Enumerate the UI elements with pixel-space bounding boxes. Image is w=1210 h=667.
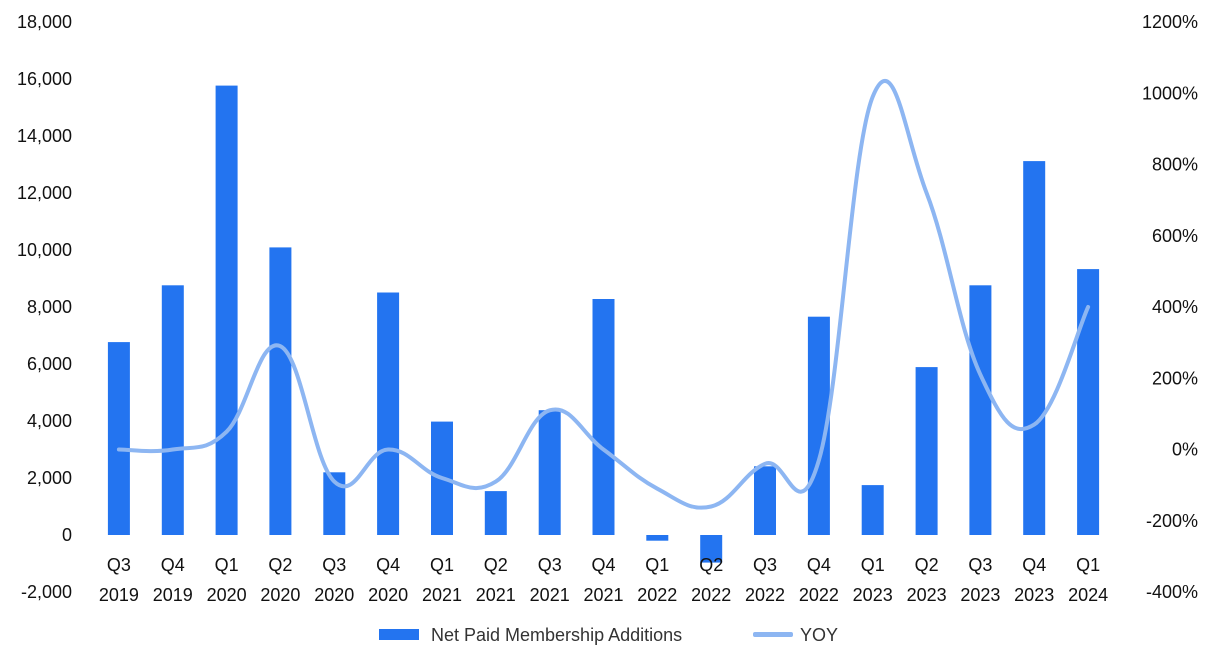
x-tick-year: 2020 <box>260 585 300 605</box>
y-tick-right: 200% <box>1152 368 1198 388</box>
bar-q1-2024 <box>1077 269 1100 535</box>
y-tick-left: 18,000 <box>17 12 72 32</box>
legend-label-bar: Net Paid Membership Additions <box>431 625 682 645</box>
x-tick-year: 2024 <box>1068 585 1108 605</box>
x-tick-quarter: Q3 <box>968 555 992 575</box>
x-tick-year: 2023 <box>853 585 893 605</box>
x-tick-year: 2023 <box>960 585 1000 605</box>
x-tick-quarter: Q2 <box>699 555 723 575</box>
y-tick-left: 6,000 <box>27 354 72 374</box>
x-tick-quarter: Q4 <box>1022 555 1046 575</box>
yoy-line <box>116 78 1091 510</box>
bar-q1-2023 <box>861 485 884 535</box>
legend-line-swatch <box>753 632 793 637</box>
x-tick-quarter: Q3 <box>538 555 562 575</box>
x-tick-year: 2021 <box>583 585 623 605</box>
y-tick-left: 14,000 <box>17 126 72 146</box>
x-tick-year: 2020 <box>368 585 408 605</box>
bar-q4-2023 <box>1023 161 1046 535</box>
x-tick-quarter: Q4 <box>591 555 615 575</box>
bar-q3-2020 <box>323 472 346 535</box>
line-series <box>116 78 1091 510</box>
x-tick-year: 2023 <box>907 585 947 605</box>
legend-bar-swatch <box>379 629 419 640</box>
x-tick-quarter: Q4 <box>376 555 400 575</box>
x-tick-quarter: Q1 <box>645 555 669 575</box>
y-tick-right: 400% <box>1152 297 1198 317</box>
x-tick-quarter: Q2 <box>484 555 508 575</box>
y-tick-right: 0% <box>1172 440 1198 460</box>
x-tick-year: 2021 <box>476 585 516 605</box>
y-tick-right: 800% <box>1152 155 1198 175</box>
bar-q3-2021 <box>538 410 561 535</box>
x-tick-year: 2020 <box>207 585 247 605</box>
x-tick-quarter: Q1 <box>430 555 454 575</box>
bar-q2-2022 <box>700 535 723 563</box>
y-tick-left: 12,000 <box>17 183 72 203</box>
bar-q2-2021 <box>484 491 507 535</box>
x-tick-quarter: Q3 <box>753 555 777 575</box>
y-tick-right: 1000% <box>1142 83 1198 103</box>
bar-q1-2020 <box>215 85 238 535</box>
x-tick-year: 2020 <box>314 585 354 605</box>
x-tick-year: 2021 <box>422 585 462 605</box>
bar-q3-2022 <box>754 466 776 535</box>
y-tick-left: 2,000 <box>27 468 72 488</box>
x-axis: Q3 2019 Q4 2019 Q1 2020 Q2 2020 Q3 2020 Q4 2020 Q1 20… <box>99 555 1108 605</box>
y-tick-right: -400% <box>1146 582 1198 602</box>
x-tick-quarter: Q2 <box>268 555 292 575</box>
legend-label-line: YOY <box>800 625 838 645</box>
x-tick-quarter: Q1 <box>861 555 885 575</box>
x-tick-quarter: Q1 <box>1076 555 1100 575</box>
x-tick-year: 2021 <box>530 585 570 605</box>
legend: Net Paid Membership Additions YOY <box>379 625 838 645</box>
bar-q4-2021 <box>592 299 615 535</box>
y-axis-right: 1200% 1000% 800% 600% 400% 200% 0% -200% -400% <box>1142 12 1198 602</box>
y-tick-right: 1200% <box>1142 12 1198 32</box>
y-tick-left: 10,000 <box>17 240 72 260</box>
y-tick-left: 0 <box>62 525 72 545</box>
bar-q1-2022 <box>646 535 669 541</box>
y-tick-right: -200% <box>1146 511 1198 531</box>
x-tick-year: 2022 <box>745 585 785 605</box>
bar-q2-2020 <box>269 247 292 535</box>
x-tick-quarter: Q2 <box>915 555 939 575</box>
x-tick-year: 2019 <box>99 585 139 605</box>
bar-q2-2023 <box>915 367 938 535</box>
bar-q4-2020 <box>377 292 400 535</box>
y-tick-right: 600% <box>1152 226 1198 246</box>
x-tick-quarter: Q3 <box>322 555 346 575</box>
bar-q3-2019 <box>107 342 130 535</box>
bar-q3-2023 <box>969 285 992 535</box>
y-tick-left: 8,000 <box>27 297 72 317</box>
y-tick-left: 16,000 <box>17 69 72 89</box>
x-tick-year: 2022 <box>637 585 677 605</box>
x-tick-quarter: Q1 <box>215 555 239 575</box>
bar-q4-2019 <box>161 285 184 535</box>
x-tick-year: 2022 <box>691 585 731 605</box>
y-axis-left: 18,000 16,000 14,000 12,000 10,000 8,000 6,000… <box>17 12 72 602</box>
x-tick-quarter: Q3 <box>107 555 131 575</box>
y-tick-left: 4,000 <box>27 411 72 431</box>
x-tick-quarter: Q4 <box>161 555 185 575</box>
x-tick-quarter: Q4 <box>807 555 831 575</box>
x-tick-year: 2023 <box>1014 585 1054 605</box>
x-tick-year: 2019 <box>153 585 193 605</box>
bar-series <box>107 85 1100 563</box>
y-tick-left: -2,000 <box>21 582 72 602</box>
x-tick-year: 2022 <box>799 585 839 605</box>
